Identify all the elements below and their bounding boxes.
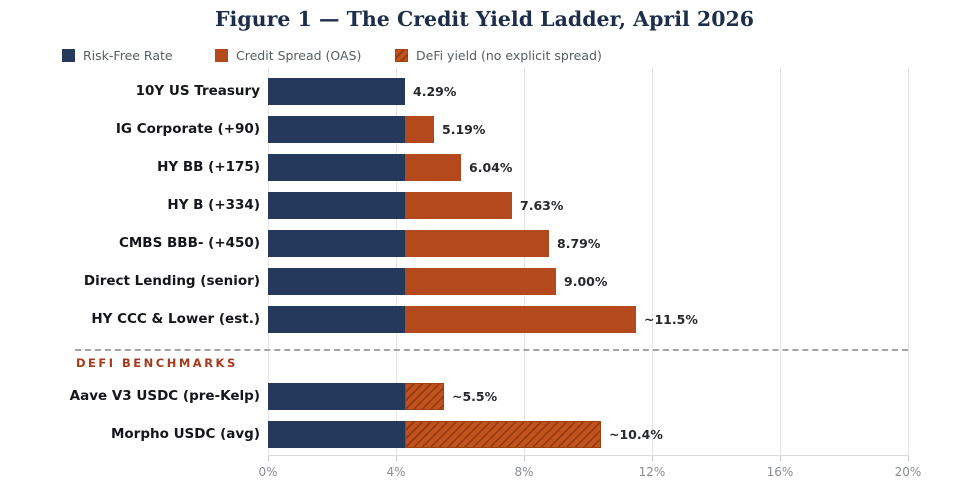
bar-segment-risk-free — [268, 268, 405, 295]
gridline — [396, 68, 397, 455]
legend-label: Credit Spread (OAS) — [236, 48, 362, 63]
axis-tick-label: 16% — [766, 465, 794, 479]
bar-segment-risk-free — [268, 116, 405, 143]
gridline — [780, 68, 781, 455]
bar-segment-credit-spread — [405, 192, 512, 219]
bar-segment-credit-spread — [405, 154, 461, 181]
axis-tick — [268, 456, 269, 461]
gridline — [268, 68, 269, 455]
axis-tick-label: 12% — [638, 465, 666, 479]
bar-segment-risk-free — [268, 421, 405, 448]
bar-value-label: 9.00% — [564, 274, 608, 289]
defi-benchmarks-label: DEFI BENCHMARKS — [76, 356, 238, 370]
bar-segment-credit-spread — [405, 230, 549, 257]
legend-item: Credit Spread (OAS) — [215, 48, 361, 63]
category-label: HY CCC & Lower (est.) — [91, 311, 260, 327]
credit-spread-swatch-icon — [215, 49, 228, 62]
category-label: HY B (+334) — [167, 197, 260, 213]
bar-segment-defi-yield — [405, 383, 444, 410]
category-label: HY BB (+175) — [157, 159, 260, 175]
axis-tick — [396, 456, 397, 461]
x-axis-line — [268, 455, 909, 456]
bar-value-label: ~11.5% — [644, 312, 698, 327]
bar-segment-risk-free — [268, 230, 405, 257]
defi-separator-line — [75, 349, 908, 351]
axis-tick-label: 8% — [514, 465, 534, 479]
legend-item: Risk-Free Rate — [62, 48, 173, 63]
category-label: Direct Lending (senior) — [83, 273, 260, 289]
bar-segment-credit-spread — [405, 116, 434, 143]
category-label: 10Y US Treasury — [135, 83, 260, 99]
axis-tick — [780, 456, 781, 461]
legend-label: Risk-Free Rate — [83, 48, 173, 63]
axis-tick — [524, 456, 525, 461]
bar-value-label: 5.19% — [442, 122, 486, 137]
bar-value-label: 8.79% — [557, 236, 601, 251]
chart-title: Figure 1 — The Credit Yield Ladder, Apri… — [215, 7, 754, 31]
axis-tick-label: 20% — [894, 465, 922, 479]
legend: Risk-Free Rate Credit Spread (OAS) DeFi yi… — [62, 48, 662, 64]
legend-item: DeFi yield (no explicit spread) — [395, 48, 602, 63]
bar-segment-risk-free — [268, 192, 405, 219]
defi-yield-swatch-icon — [395, 49, 408, 62]
bar-segment-credit-spread — [405, 268, 556, 295]
gridline — [524, 68, 525, 455]
bar-value-label: 4.29% — [413, 84, 457, 99]
bar-segment-risk-free — [268, 383, 405, 410]
bar-segment-risk-free — [268, 78, 405, 105]
bar-value-label: ~10.4% — [609, 427, 663, 442]
axis-tick — [652, 456, 653, 461]
bar-value-label: 7.63% — [520, 198, 564, 213]
bar-segment-risk-free — [268, 306, 405, 333]
plot-area: 0% 4% 8% 12% 16% 20% 4.29% 5.19% 6.04% 7.63% 8.79%… — [258, 68, 921, 479]
category-label: IG Corporate (+90) — [115, 121, 260, 137]
risk-free-swatch-icon — [62, 49, 75, 62]
axis-tick-label: 4% — [386, 465, 406, 479]
category-label: CMBS BBB- (+450) — [118, 235, 260, 251]
bar-value-label: 6.04% — [469, 160, 513, 175]
bar-segment-credit-spread — [405, 306, 636, 333]
gridline — [652, 68, 653, 455]
bar-segment-risk-free — [268, 154, 405, 181]
axis-tick — [908, 456, 909, 461]
category-label: Aave V3 USDC (pre-Kelp) — [69, 388, 260, 404]
axis-tick-label: 0% — [258, 465, 278, 479]
legend-label: DeFi yield (no explicit spread) — [416, 48, 602, 63]
bar-segment-defi-yield — [405, 421, 601, 448]
gridline — [908, 68, 909, 455]
bar-value-label: ~5.5% — [452, 389, 498, 404]
category-label: Morpho USDC (avg) — [110, 426, 260, 442]
